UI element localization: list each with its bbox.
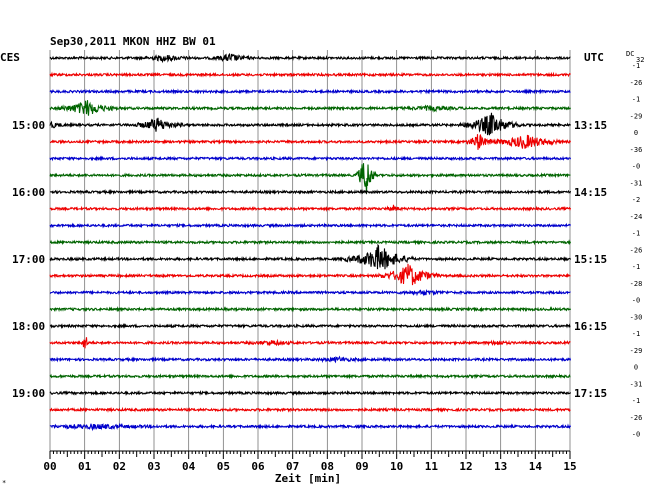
left-hour-label: 19:00 [12,387,45,400]
trace-11 [49,239,572,246]
trace-14 [49,289,571,297]
seismic-traces: -1 -26 -1 -29 0 -36 -0 -31 -2 -24 -1 -26 -1 -28 -0 -30 -… [49,52,643,439]
x-tick-label: 15 [563,460,576,473]
trace-15 [49,306,571,313]
left-hour-label: 16:00 [12,186,45,199]
x-tick-label: 01 [78,460,92,473]
x-tick-label: 14 [529,460,543,473]
x-tick-label: 11 [425,460,439,473]
x-tick-label: 07 [286,460,299,473]
trace-17 [49,337,571,349]
dc-offset-label: -29 [630,112,643,120]
trace-22 [49,422,572,432]
dc-offset-label: -28 [630,280,643,288]
dc-offset-label: -0 [632,297,640,305]
dc-label: DC [626,50,634,58]
x-tick-label: 02 [113,460,126,473]
x-tick-label: 05 [217,460,230,473]
dc-offset-label: -2 [632,196,640,204]
trace-12 [49,243,572,270]
dc-offset-label: 0 [634,129,638,137]
dc-offset-label: -36 [630,146,643,154]
hour-labels: 15:00 16:00 17:00 18:00 19:00 13:15 14:15 15:15… [12,119,607,400]
dc-offset-label: -1 [632,230,640,238]
x-tick-label: 09 [355,460,368,473]
trace-21 [49,406,571,413]
dc-offset-label: -26 [630,414,643,422]
x-tick-label: 04 [182,460,196,473]
dc-offset-label: -31 [630,179,643,187]
trace-0 [49,52,571,64]
x-tick-label: 06 [251,460,265,473]
dc-offset-label: -24 [630,213,643,221]
dc-offset-label: -31 [630,380,643,388]
minute-gridlines [49,50,571,451]
trace-13 [49,263,571,286]
dc-offset-label: -26 [630,79,643,87]
trace-10 [49,222,571,229]
dc-offset-label: -0 [632,431,640,439]
trace-4 [49,112,571,136]
trace-16 [49,322,571,330]
left-timezone-label: CES [0,51,20,64]
dc-offset-label: -1 [632,263,640,271]
trace-8 [49,188,572,196]
x-tick-label: 03 [147,460,160,473]
trace-5 [50,134,571,150]
dc-offset-label: -1 [632,96,640,104]
trace-19 [49,373,571,380]
trace-18 [49,355,572,364]
right-hour-label: 17:15 [574,387,607,400]
dc-offset-label: -29 [630,347,643,355]
dc-offset-label: -0 [632,163,640,171]
dc-offset-label: 0 [634,364,638,372]
x-axis: 00 01 02 03 04 05 06 07 08 09 10 11 12 13 14 15 [43,450,577,473]
x-tick-label: 10 [390,460,403,473]
dc-offset-label: -1 [632,397,640,405]
x-tick-label: 13 [494,460,507,473]
left-hour-label: 15:00 [12,119,45,132]
dc-offset-label: -1 [632,62,640,70]
chart-title: Sep30,2011 MKON HHZ BW 01 [50,35,216,48]
trace-9 [49,204,572,213]
x-axis-title: Zeit [min] [275,472,341,485]
right-hour-label: 14:15 [574,186,607,199]
trace-1 [49,71,571,78]
corner-mark: * [2,479,6,487]
left-hour-label: 17:00 [12,253,45,266]
x-tick-label: 00 [43,460,56,473]
trace-2 [49,88,571,95]
right-timezone-label: UTC [584,51,604,64]
trace-7 [49,163,571,194]
dc-offset-label: -1 [632,330,640,338]
right-hour-label: 13:15 [574,119,607,132]
trace-3 [49,100,571,116]
trace-6 [49,155,572,162]
dc-offset-label: -30 [630,313,643,321]
dc-unit-label: 32 [636,56,644,64]
x-tick-label: 08 [321,460,334,473]
right-hour-label: 16:15 [574,320,607,333]
trace-20 [49,389,571,397]
dc-offset-label: -26 [630,246,643,254]
x-tick-label: 12 [459,460,472,473]
left-hour-label: 18:00 [12,320,45,333]
right-hour-label: 15:15 [574,253,607,266]
